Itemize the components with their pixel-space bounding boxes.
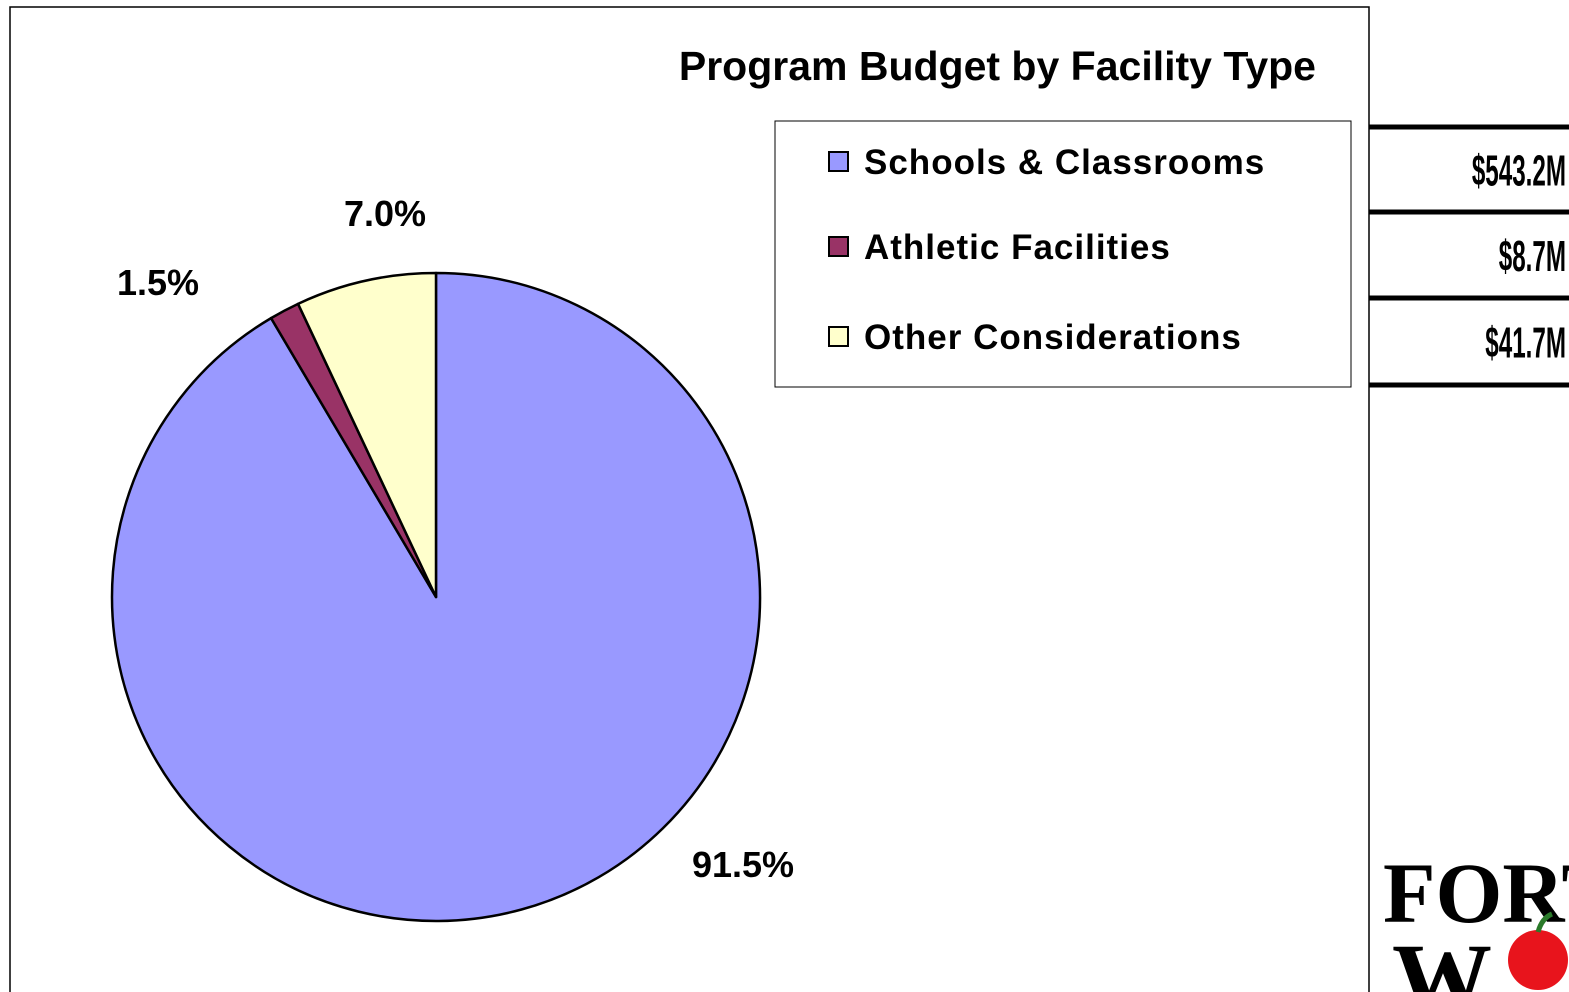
logo: FORT W [1383,845,1569,992]
legend-label: Athletic Facilities [864,228,1171,267]
data-label: 1.5% [117,262,199,303]
legend: Schools & Classrooms Athletic Facilities O… [828,143,1265,357]
legend-swatch [828,151,849,172]
legend-label: Schools & Classrooms [864,143,1265,182]
legend-swatch [828,236,849,257]
legend-swatch [828,326,849,347]
chart-title: Program Budget by Facility Type [679,43,1316,89]
logo-text: W [1392,923,1492,992]
pie-slice [296,271,438,599]
logo-apple-stem [1535,911,1554,933]
table-cell: $543.2M [1472,146,1566,196]
logo-apple [1508,930,1568,990]
data-label: 91.5% [692,844,794,885]
legend-label: Other Considerations [864,318,1242,357]
table-cell: $41.7M [1485,318,1566,368]
legend-box [774,120,1352,388]
amount-table: $543.2M $8.7M $41.7M [1369,124,1569,388]
pie: 91.5% 1.5% 7.0% [110,193,794,923]
table-cell: $8.7M [1499,231,1566,281]
data-label: 7.0% [344,193,426,234]
